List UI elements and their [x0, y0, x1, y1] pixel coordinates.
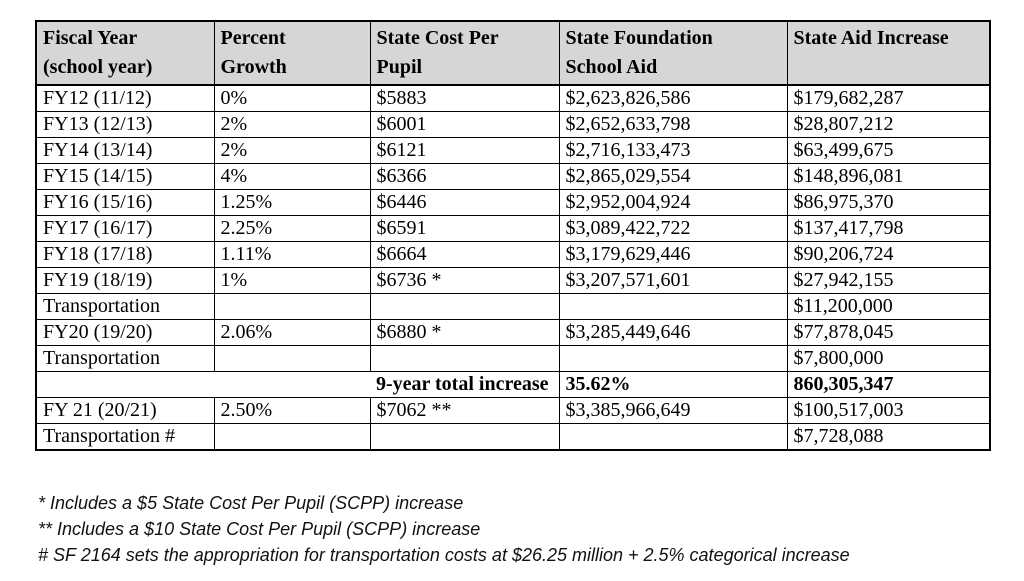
- table-cell: $7,728,088: [786, 423, 991, 451]
- footnote-scpp-10: ** Includes a $10 State Cost Per Pupil (…: [38, 519, 481, 539]
- fiscal-year-table-container: Fiscal Year (school year) Percent Growth…: [35, 20, 991, 451]
- table-cell: 0%: [213, 84, 371, 112]
- table-cell: $3,179,629,446: [558, 241, 788, 268]
- table-cell: $2,952,004,924: [558, 189, 788, 216]
- table-cell: $3,285,449,646: [558, 319, 788, 346]
- table-cell: [213, 293, 371, 320]
- table-cell: 2.50%: [213, 397, 371, 424]
- table-cell: FY16 (15/16): [35, 189, 215, 216]
- table-cell: $2,865,029,554: [558, 163, 788, 190]
- table-cell: [558, 345, 788, 372]
- table-cell: 2.06%: [213, 319, 371, 346]
- table-cell: $6366: [369, 163, 560, 190]
- table-row: FY12 (11/12) 0% $5883 $2,623,826,586 $179,68…: [35, 84, 991, 112]
- table-row: FY19 (18/19) 1% $6736 * $3,207,571,601 $27,9…: [35, 267, 991, 294]
- table-cell: $11,200,000: [786, 293, 991, 320]
- table-cell: [369, 345, 560, 372]
- table-cell: 2%: [213, 137, 371, 164]
- table-cell: [369, 423, 560, 451]
- table-cell: $28,807,212: [786, 111, 991, 138]
- table-row: FY18 (17/18) 1.11% $6664 $3,179,629,446 $90,…: [35, 241, 991, 268]
- footnote-scpp-5: * Includes a $5 State Cost Per Pupil (SC…: [38, 493, 464, 513]
- table-cell: $6001: [369, 111, 560, 138]
- footnote-sf2164-transportation: # SF 2164 sets the appropriation for tra…: [38, 545, 850, 565]
- table-cell: $137,417,798: [786, 215, 991, 242]
- footnotes: * Includes a $5 State Cost Per Pupil (SC…: [38, 490, 850, 568]
- table-row: FY15 (14/15) 4% $6366 $2,865,029,554 $148,89…: [35, 163, 991, 190]
- table-cell: 2.25%: [213, 215, 371, 242]
- table-cell: FY12 (11/12): [35, 84, 215, 112]
- table-cell: $6446: [369, 189, 560, 216]
- fiscal-year-table: Fiscal Year (school year) Percent Growth…: [35, 20, 991, 451]
- table-header-row: Fiscal Year (school year) Percent Growth…: [35, 20, 991, 86]
- table-cell: 1.11%: [213, 241, 371, 268]
- total-row: 9-year total increase 35.62% 860,305,347: [35, 371, 991, 398]
- table-cell: $3,089,422,722: [558, 215, 788, 242]
- table-row: FY13 (12/13) 2% $6001 $2,652,633,798 $28,807…: [35, 111, 991, 138]
- table-cell: $148,896,081: [786, 163, 991, 190]
- table-row: FY16 (15/16) 1.25% $6446 $2,952,004,924 $86,…: [35, 189, 991, 216]
- table-cell: $6121: [369, 137, 560, 164]
- table-cell: $63,499,675: [786, 137, 991, 164]
- table-cell: $6591: [369, 215, 560, 242]
- table-row: FY20 (19/20) 2.06% $6880 * $3,285,449,646 $7…: [35, 319, 991, 346]
- table-cell: FY 21 (20/21): [35, 397, 215, 424]
- table-cell: $7062 **: [369, 397, 560, 424]
- table-cell: $6880 *: [369, 319, 560, 346]
- table-cell: Transportation: [35, 293, 215, 320]
- table-cell: $77,878,045: [786, 319, 991, 346]
- table-row: Transportation $11,200,000: [35, 293, 991, 320]
- table-cell: FY14 (13/14): [35, 137, 215, 164]
- table-cell: $3,385,966,649: [558, 397, 788, 424]
- table-cell: FY13 (12/13): [35, 111, 215, 138]
- table-cell: $2,652,633,798: [558, 111, 788, 138]
- column-header-state-foundation-school-aid: State Foundation School Aid: [558, 20, 788, 86]
- table-cell: 2%: [213, 111, 371, 138]
- table-cell: $100,517,003: [786, 397, 991, 424]
- table-cell: $179,682,287: [786, 84, 991, 112]
- table-cell: Transportation #: [35, 423, 215, 451]
- table-cell: 4%: [213, 163, 371, 190]
- table-cell: $2,623,826,586: [558, 84, 788, 112]
- table-cell: $7,800,000: [786, 345, 991, 372]
- table-cell: 1%: [213, 267, 371, 294]
- table-cell: 1.25%: [213, 189, 371, 216]
- table-row: FY14 (13/14) 2% $6121 $2,716,133,473 $63,499…: [35, 137, 991, 164]
- table-cell: $3,207,571,601: [558, 267, 788, 294]
- table-cell: FY18 (17/18): [35, 241, 215, 268]
- table-cell: $86,975,370: [786, 189, 991, 216]
- table-row: Transportation # $7,728,088: [35, 423, 991, 451]
- table-cell: [213, 345, 371, 372]
- column-header-state-cost-per-pupil: State Cost Per Pupil: [369, 20, 560, 86]
- table-cell: $27,942,155: [786, 267, 991, 294]
- column-header-state-aid-increase: State Aid Increase: [786, 20, 991, 86]
- table-cell: $6736 *: [369, 267, 560, 294]
- table-cell: $2,716,133,473: [558, 137, 788, 164]
- column-header-fiscal-year: Fiscal Year (school year): [35, 20, 215, 86]
- total-row-value: 860,305,347: [786, 371, 991, 398]
- table-cell: Transportation: [35, 345, 215, 372]
- table-cell: [369, 293, 560, 320]
- table-body: FY12 (11/12) 0% $5883 $2,623,826,586 $179,68…: [35, 84, 991, 451]
- table-row: FY 21 (20/21) 2.50% $7062 ** $3,385,966,649…: [35, 397, 991, 424]
- table-cell: [213, 423, 371, 451]
- table-cell: [558, 423, 788, 451]
- table-cell: [558, 293, 788, 320]
- table-cell: $90,206,724: [786, 241, 991, 268]
- table-cell: FY20 (19/20): [35, 319, 215, 346]
- column-header-percent-growth: Percent Growth: [213, 20, 371, 86]
- table-cell: FY15 (14/15): [35, 163, 215, 190]
- table-cell: FY17 (16/17): [35, 215, 215, 242]
- table-cell: $5883: [369, 84, 560, 112]
- table-cell: $6664: [369, 241, 560, 268]
- total-row-value: 35.62%: [558, 371, 788, 398]
- table-cell: FY19 (18/19): [35, 267, 215, 294]
- table-row: Transportation $7,800,000: [35, 345, 991, 372]
- table-row: FY17 (16/17) 2.25% $6591 $3,089,422,722 $137…: [35, 215, 991, 242]
- total-row-label: 9-year total increase: [35, 371, 560, 398]
